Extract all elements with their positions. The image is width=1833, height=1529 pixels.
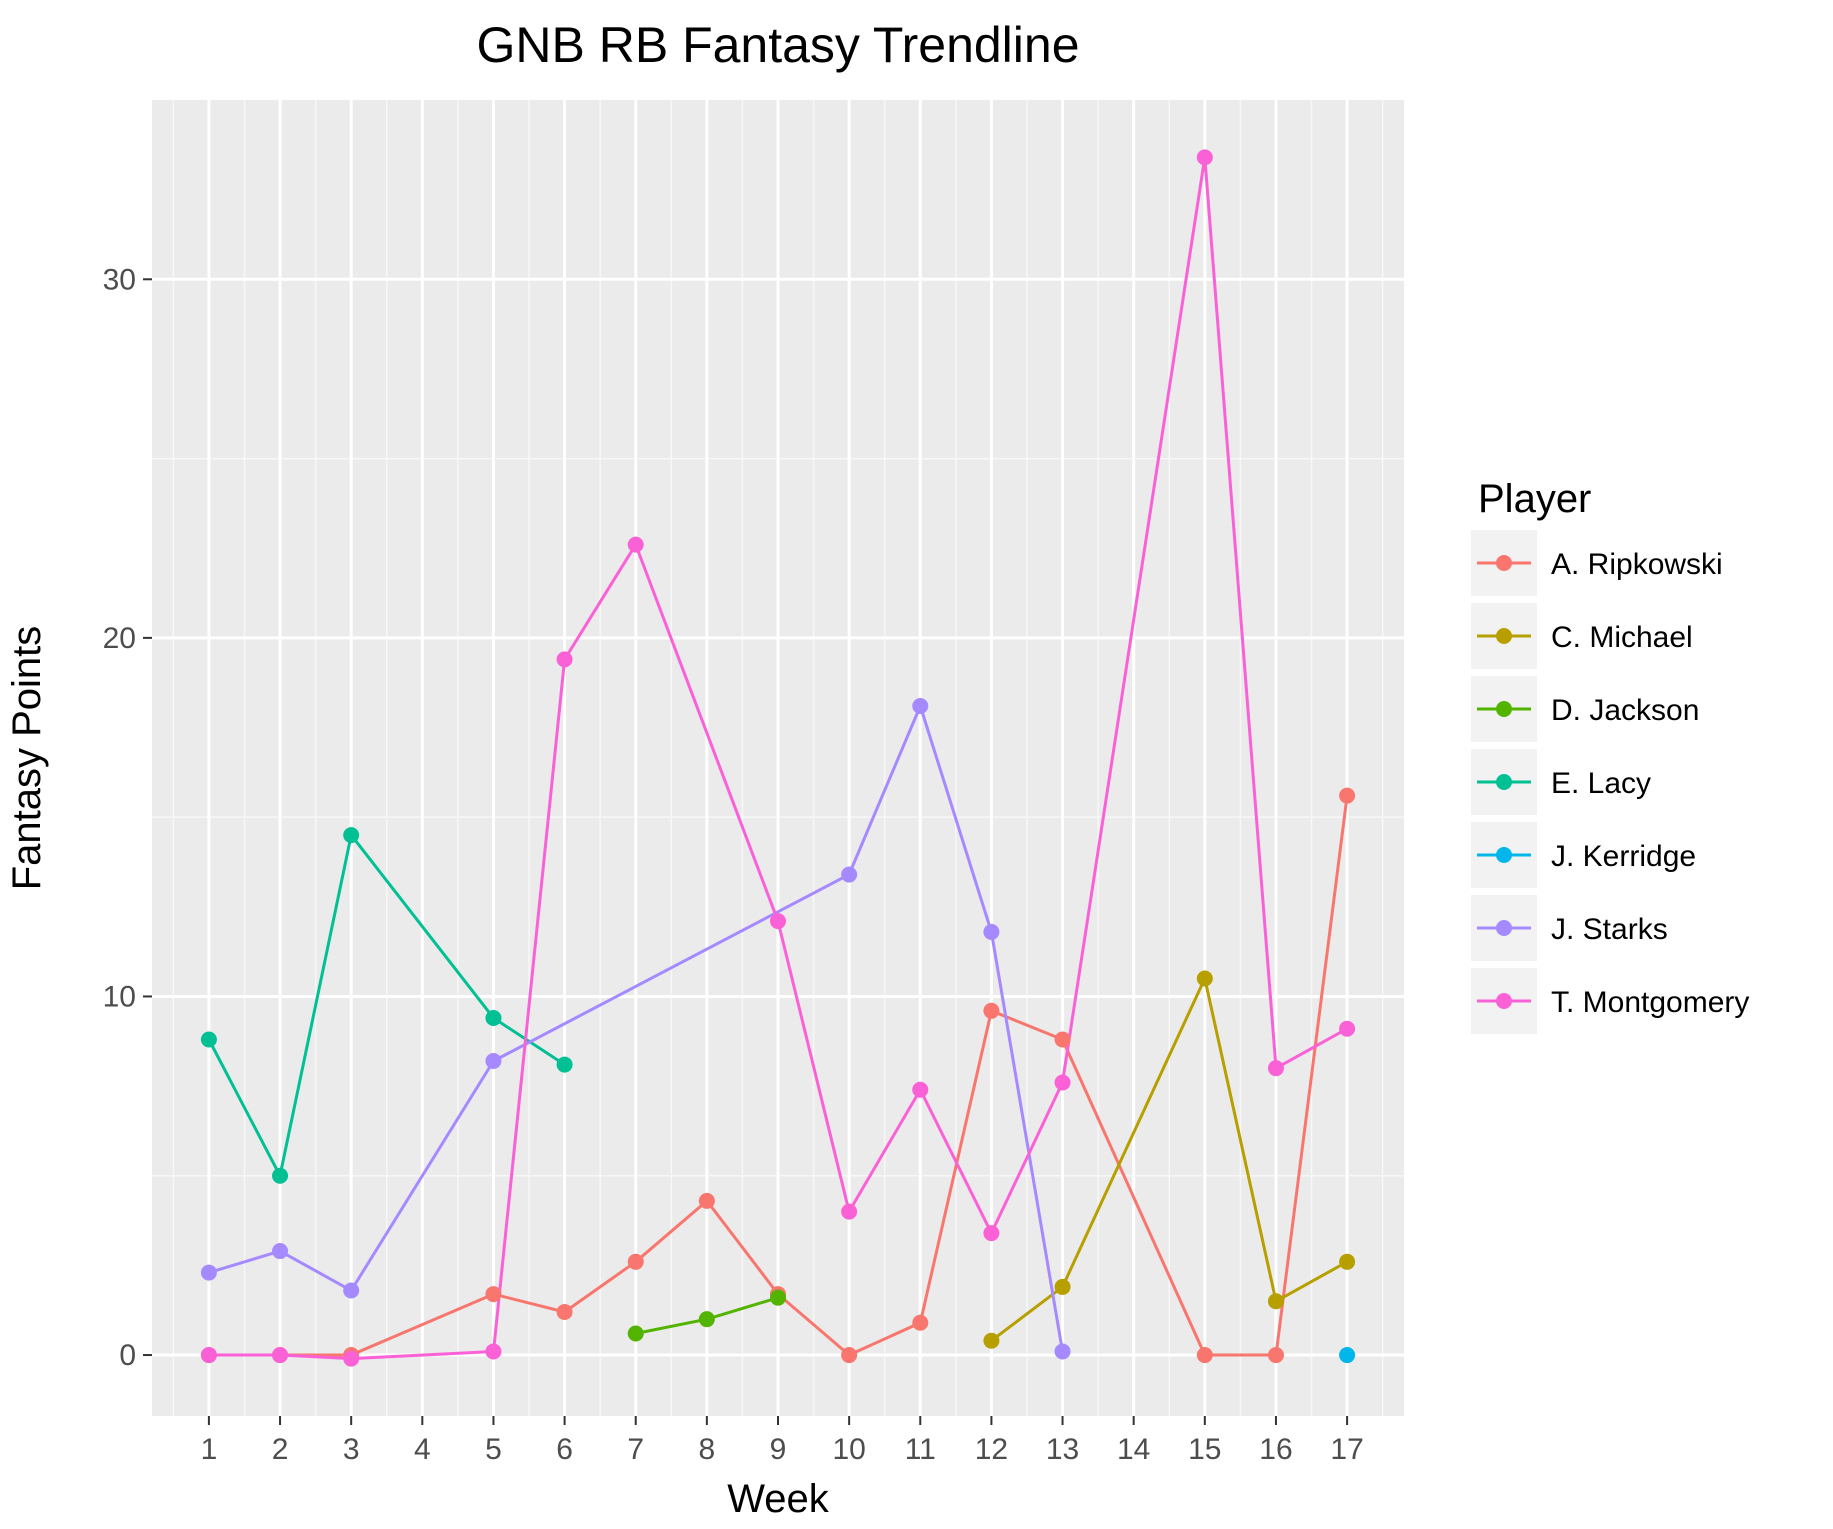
data-point-c-michael (1267, 1293, 1284, 1310)
data-point-j-starks (343, 1282, 360, 1299)
data-point-j-starks (272, 1243, 289, 1260)
data-point-j-starks (983, 923, 1000, 940)
y-tick-label: 20 (103, 622, 136, 655)
minor-gridlines (152, 100, 1404, 1416)
series-line-t-montgomery (208, 155, 1348, 1361)
data-point-c-michael (983, 1332, 1000, 1349)
data-point-e-lacy (200, 1031, 217, 1048)
data-point-j-starks (1054, 1343, 1071, 1360)
x-tick-label: 16 (1259, 1433, 1292, 1466)
data-point-e-lacy (485, 1009, 502, 1026)
data-point-d-jackson (698, 1311, 715, 1328)
y-axis: 0 10 20 30 (103, 263, 152, 1372)
data-point-a-ripkowski (485, 1286, 502, 1303)
x-tick-label: 15 (1188, 1433, 1221, 1466)
data-point-a-ripkowski (698, 1192, 715, 1209)
legend-key-point-d-jackson (1496, 701, 1512, 717)
data-point-j-starks (841, 866, 858, 883)
data-point-j-starks (200, 1264, 217, 1281)
data-point-e-lacy (272, 1167, 289, 1184)
legend-label-a-ripkowski: A. Ripkowski (1551, 548, 1723, 581)
y-axis-title: Fantasy Points (5, 626, 49, 891)
data-point-t-montgomery (1196, 149, 1213, 166)
data-point-c-michael (1339, 1253, 1356, 1270)
data-point-t-montgomery (485, 1343, 502, 1360)
data-point-d-jackson (627, 1325, 644, 1342)
legend-label-e-lacy: E. Lacy (1551, 767, 1651, 800)
data-point-a-ripkowski (1267, 1347, 1284, 1364)
series-line-j-starks (208, 704, 1064, 1352)
x-tick-label: 2 (272, 1433, 289, 1466)
data-point-t-montgomery (343, 1350, 360, 1367)
data-point-t-montgomery (1267, 1060, 1284, 1077)
x-tick-label: 7 (627, 1433, 644, 1466)
data-point-a-ripkowski (983, 1002, 1000, 1019)
x-tick-label: 13 (1046, 1433, 1079, 1466)
data-point-t-montgomery (627, 536, 644, 553)
data-point-j-starks (912, 698, 929, 715)
data-point-j-kerridge (1339, 1347, 1356, 1364)
x-tick-label: 14 (1117, 1433, 1150, 1466)
data-point-t-montgomery (912, 1081, 929, 1098)
data-point-t-montgomery (983, 1225, 1000, 1242)
data-point-t-montgomery (770, 913, 786, 930)
legend-label-j-starks: J. Starks (1551, 913, 1668, 946)
x-tick-label: 1 (201, 1433, 218, 1466)
data-point-a-ripkowski (556, 1304, 573, 1321)
data-point-a-ripkowski (1054, 1031, 1071, 1048)
legend-key-point-e-lacy (1496, 774, 1512, 790)
series-points (200, 149, 1356, 1367)
data-point-a-ripkowski (1196, 1347, 1213, 1364)
x-axis: 1 2 3 4 5 6 7 8 9 10 11 12 13 14 15 16 17 (201, 1416, 1364, 1466)
legend-label-c-michael: C. Michael (1551, 621, 1693, 654)
x-tick-label: 5 (485, 1433, 502, 1466)
y-tick-label: 0 (119, 1339, 136, 1372)
data-point-a-ripkowski (627, 1253, 644, 1270)
x-tick-label: 9 (770, 1433, 787, 1466)
x-tick-label: 10 (832, 1433, 865, 1466)
data-point-a-ripkowski (841, 1347, 858, 1364)
data-point-c-michael (1054, 1278, 1071, 1295)
data-point-t-montgomery (272, 1347, 289, 1364)
data-point-t-montgomery (841, 1203, 858, 1220)
legend-key-point-t-montgomery (1496, 993, 1512, 1009)
x-tick-label: 6 (556, 1433, 573, 1466)
y-tick-label: 10 (103, 980, 136, 1013)
x-axis-title: Week (727, 1477, 830, 1521)
x-tick-label: 3 (343, 1433, 360, 1466)
x-tick-label: 17 (1330, 1433, 1363, 1466)
legend-key-point-j-kerridge (1496, 847, 1512, 863)
legend-key-point-j-starks (1496, 920, 1512, 936)
legend-label-j-kerridge: J. Kerridge (1551, 840, 1696, 873)
data-point-a-ripkowski (1339, 787, 1356, 804)
x-tick-label: 8 (699, 1433, 716, 1466)
data-point-e-lacy (343, 827, 360, 844)
legend: Player A. Ripkowski C. Michael D. Jackson E… (1471, 477, 1749, 1034)
data-point-t-montgomery (1339, 1020, 1356, 1037)
data-point-a-ripkowski (912, 1314, 929, 1331)
legend-key-point-a-ripkowski (1496, 555, 1512, 571)
chart-title: GNB RB Fantasy Trendline (476, 17, 1079, 73)
x-tick-label: 4 (414, 1433, 431, 1466)
data-point-c-michael (1196, 970, 1213, 987)
x-tick-label: 12 (975, 1433, 1008, 1466)
legend-title: Player (1478, 477, 1591, 521)
data-point-t-montgomery (1054, 1074, 1071, 1091)
legend-label-t-montgomery: T. Montgomery (1551, 986, 1749, 1019)
y-tick-label: 30 (103, 263, 136, 296)
data-point-t-montgomery (200, 1347, 217, 1364)
data-point-t-montgomery (556, 651, 573, 668)
legend-label-d-jackson: D. Jackson (1551, 694, 1699, 727)
legend-key-point-c-michael (1496, 628, 1512, 644)
data-point-j-starks (485, 1053, 502, 1070)
data-point-e-lacy (556, 1056, 573, 1073)
x-tick-label: 11 (905, 1433, 936, 1466)
data-point-d-jackson (770, 1289, 786, 1306)
